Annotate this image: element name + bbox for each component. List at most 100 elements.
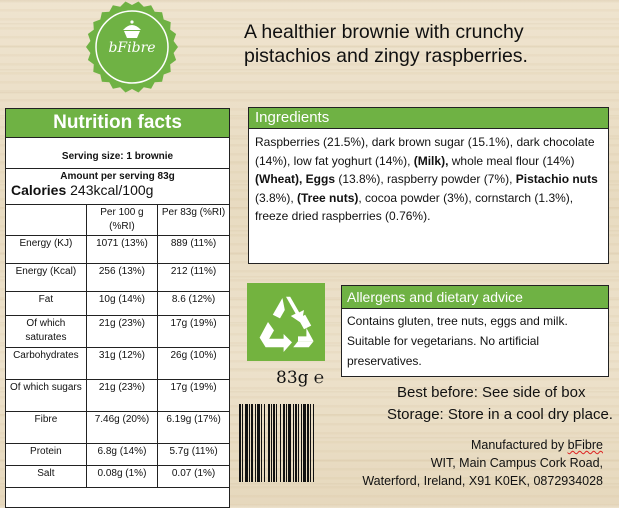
table-row: Salt 0.08g (1%) 0.07 (1%): [6, 465, 229, 488]
barcode-bar: [271, 404, 272, 482]
logo-badge: [86, 1, 178, 93]
nutrition-cell-name: Salt: [6, 465, 87, 488]
barcode-bar: [286, 404, 287, 482]
recycle-arrows: [259, 296, 314, 352]
barcode-bar: [242, 404, 243, 482]
table-row: Protein 6.8g (14%) 5.7g (11%): [6, 443, 229, 466]
table-row: Energy (KJ) 1071 (13%) 889 (11%): [6, 235, 229, 264]
ingredient-allergen: (Tree nuts): [297, 190, 359, 205]
nutrition-cell-per83: 8.6 (12%): [157, 291, 229, 316]
barcode-bar: [293, 404, 294, 482]
column-header: [6, 205, 87, 236]
nutrition-cell-per100: 21g (23%): [85, 379, 159, 412]
nutrition-cell-per100: 0.08g (1%): [85, 465, 159, 488]
barcode-bar: [303, 404, 306, 482]
nutrition-cell-per83: 17g (19%): [157, 379, 229, 412]
nutrition-cell-per83: 17g (19%): [157, 315, 229, 348]
ingredient-allergen: (Wheat), Eggs: [255, 172, 335, 187]
allergens-title: Allergens and dietary advice: [342, 286, 608, 309]
net-weight: 83g ℮: [276, 368, 325, 388]
ingredients-text: Raspberries (21.5%), dark brown sugar (1…: [249, 129, 608, 226]
ingredient-text: , cocoa powder (3%), cornstarch (1.3%), …: [255, 190, 574, 224]
nutrition-cell-name: Carbohydrates: [6, 347, 87, 380]
serving-size: Serving size: 1 brownie: [6, 138, 229, 169]
table-row: Energy (Kcal) 256 (13%) 212 (11%): [6, 263, 229, 292]
nutrition-facts-panel: Nutrition facts Serving size: 1 brownie …: [5, 108, 230, 508]
barcode-bar: [261, 404, 262, 482]
nutrition-cell-per83: 26g (10%): [157, 347, 229, 380]
barcode-bar: [313, 404, 314, 482]
nutrition-cell-name: Of which saturates: [6, 315, 87, 348]
table-row: Of which sugars 21g (23%) 17g (19%): [6, 379, 229, 412]
brand-logo: bFibre: [70, 0, 194, 96]
barcode-bar: [295, 404, 297, 482]
nutrition-cell-name: Protein: [6, 443, 87, 466]
ingredient-allergen: (Milk),: [413, 153, 449, 168]
nutrition-cell-per100: 7.46g (20%): [85, 411, 159, 444]
calories-line: Calories 243kcal/100g: [6, 182, 229, 205]
manufacturer-info: Manufactured by bFibre WIT, Main Campus …: [362, 436, 603, 490]
table-row: Carbohydrates 31g (12%) 26g (10%): [6, 347, 229, 380]
nutrition-cell-per83: 5.7g (11%): [157, 443, 229, 466]
table-row: Of which saturates 21g (23%) 17g (19%): [6, 315, 229, 348]
nutrition-table: Per 100 g (%RI) Per 83g (%RI) Energy (KJ…: [6, 205, 229, 488]
column-header: Per 100 g (%RI): [85, 205, 159, 236]
calories-value: 243kcal/100g: [70, 182, 154, 198]
brand-name: bFibre: [108, 40, 156, 56]
column-header: Per 83g (%RI): [157, 205, 229, 236]
nutrition-cell-per100: 21g (23%): [85, 315, 159, 348]
manufacturer-prefix: Manufactured by: [470, 438, 568, 452]
ingredients-title: Ingredients: [249, 108, 608, 129]
barcode-bar: [301, 404, 302, 482]
product-tagline: A healthier brownie with crunchy pistach…: [244, 21, 528, 67]
barcode-bar: [264, 404, 265, 482]
nutrition-cell-per83: 6.19g (17%): [157, 411, 229, 444]
barcode-bar: [298, 404, 299, 482]
manufacturer-name: bFibre: [567, 438, 603, 452]
barcode-bar: [273, 404, 275, 482]
ingredient-text: whole meal flour (14%): [448, 153, 575, 168]
nutrition-cell-name: Of which sugars: [6, 379, 87, 412]
ingredients-panel: Ingredients Raspberries (21.5%), dark br…: [248, 107, 609, 264]
allergens-panel: Allergens and dietary advice Contains gl…: [341, 285, 609, 377]
nutrition-cell-name: Energy (KJ): [6, 235, 87, 264]
ingredient-allergen: Pistachio nuts: [515, 172, 598, 187]
ingredient-text: Raspberries (21.5%), dark brown sugar (1…: [255, 135, 595, 168]
nutrition-cell-per100: 1071 (13%): [85, 235, 159, 264]
barcode-bar: [251, 404, 253, 482]
barcode-bar: [288, 404, 291, 482]
barcode-bar: [310, 404, 311, 482]
allergens-text: Contains gluten, tree nuts, eggs and mil…: [347, 314, 568, 368]
ingredient-text: (13.8%), raspberry powder (7%),: [335, 172, 516, 187]
nutrition-cell-name: Energy (Kcal): [6, 263, 87, 292]
best-before: Best before: See side of box: [397, 384, 586, 401]
barcode-bar: [280, 404, 281, 482]
barcode-bar: [283, 404, 285, 482]
barcode-bar: [255, 404, 256, 482]
barcode: [239, 404, 314, 482]
logo-ring: [95, 10, 169, 84]
nutrition-cell-per100: 31g (12%): [85, 347, 159, 380]
nutrition-cell-name: Fibre: [6, 411, 87, 444]
barcode-bar: [239, 404, 241, 482]
table-row: Fat 10g (14%) 8.6 (12%): [6, 291, 229, 316]
calories-label: Calories: [11, 182, 67, 198]
nutrition-cell-per83: 889 (11%): [157, 235, 229, 264]
logo-scallop: [86, 1, 178, 93]
cupcake-icon: [123, 20, 141, 38]
barcode-bar: [276, 404, 277, 482]
nutrition-cell-per83: 0.07 (1%): [157, 465, 229, 488]
nutrition-cell-per100: 256 (13%): [85, 263, 159, 292]
barcode-bar: [268, 404, 270, 482]
nutrition-cell-per100: 6.8g (14%): [85, 443, 159, 466]
nutrition-cell-name: Fat: [6, 291, 87, 316]
ingredient-text: (3.8%),: [255, 190, 298, 205]
manufacturer-line1: Manufactured by bFibre: [362, 436, 603, 454]
recycle-icon: [247, 283, 325, 361]
barcode-bar: [245, 404, 248, 482]
nutrition-title: Nutrition facts: [6, 109, 229, 138]
storage-instructions: Storage: Store in a cool dry place.: [387, 406, 613, 423]
manufacturer-line2: WIT, Main Campus Cork Road,: [430, 456, 603, 470]
nutrition-cell-per100: 10g (14%): [85, 291, 159, 316]
barcode-bar: [307, 404, 309, 482]
